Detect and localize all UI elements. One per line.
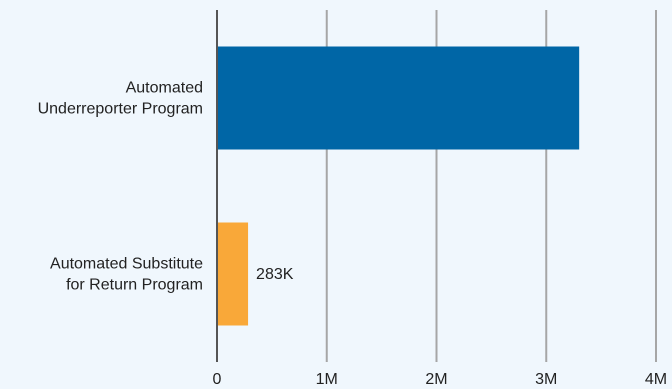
x-tick-label: 1M — [316, 371, 338, 388]
x-tick-label: 4M — [645, 371, 667, 388]
category-label: Automated Substitute for Return Program — [50, 256, 203, 294]
x-tick-label: 0 — [213, 371, 222, 388]
bars — [217, 46, 580, 326]
data-label: 283K — [256, 266, 294, 283]
category-labels: Automated Underreporter Program Automated … — [38, 80, 204, 294]
category-label: Automated Underreporter Program — [38, 80, 203, 118]
x-tick-label: 3M — [535, 371, 557, 388]
x-tick-labels: 0 1M 2M 3M 4M — [213, 371, 668, 388]
bar — [217, 222, 249, 326]
data-labels: 283K — [256, 266, 294, 283]
x-tick-label: 2M — [425, 371, 447, 388]
bar — [217, 46, 580, 150]
